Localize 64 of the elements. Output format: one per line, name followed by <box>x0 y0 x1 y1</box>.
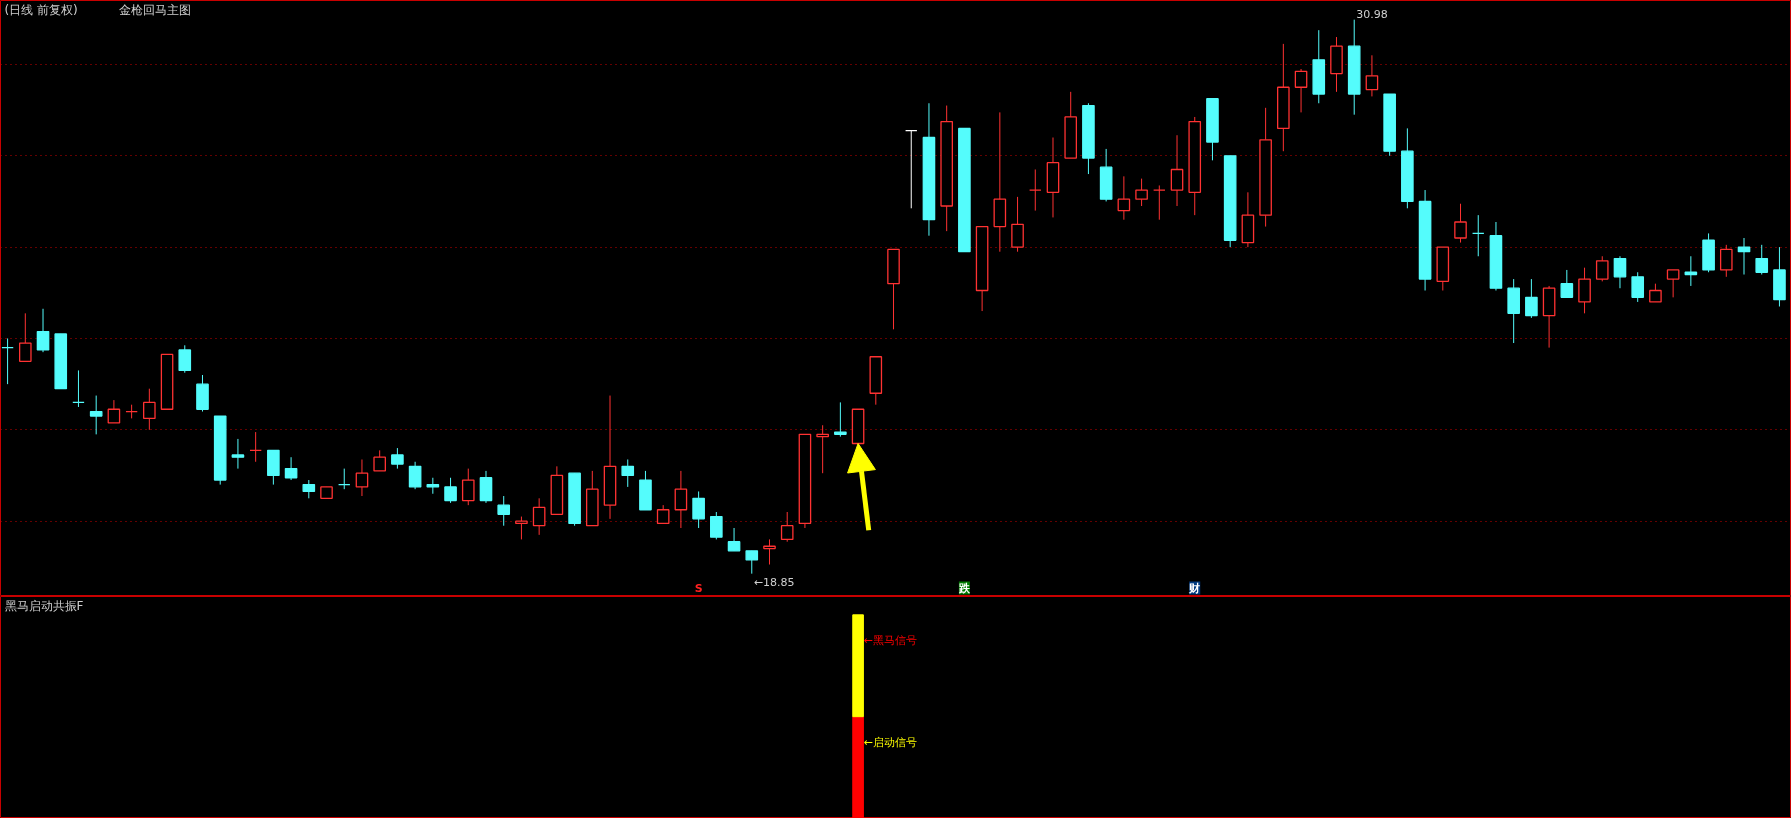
candlestick <box>231 438 245 470</box>
candlestick <box>249 431 262 463</box>
candlestick <box>674 470 688 529</box>
candlestick <box>1613 255 1627 289</box>
candlestick <box>337 468 351 490</box>
candlestick <box>904 130 918 209</box>
chart-subtitle: 金枪回马主图 <box>118 2 191 17</box>
candlestick <box>302 479 316 499</box>
candlestick <box>532 497 546 536</box>
candlestick <box>515 516 528 540</box>
annotation: S <box>694 581 703 595</box>
candlestick <box>143 388 156 431</box>
chart-title: (日线 前复权) <box>4 2 78 17</box>
annotation: 财 <box>1188 581 1201 595</box>
annotation: ←18.85 <box>753 575 795 589</box>
candlestick <box>1454 203 1467 244</box>
candlestick <box>1135 178 1148 207</box>
candlestick <box>1294 68 1308 113</box>
candlestick <box>834 401 847 438</box>
candlestick <box>710 511 723 540</box>
candlestick <box>408 461 422 490</box>
candlestick <box>178 344 192 374</box>
candlestick <box>355 458 369 497</box>
candlestick <box>1365 54 1379 97</box>
candlestick <box>1595 255 1609 282</box>
candlestick <box>727 527 741 552</box>
candlestick <box>1011 196 1024 253</box>
candlestick <box>1471 214 1485 257</box>
candlestick <box>497 495 511 527</box>
candlestick <box>1560 269 1574 299</box>
candlestick <box>479 470 493 504</box>
candlestick <box>692 490 705 529</box>
annotation: 30.98 <box>1356 7 1388 21</box>
series-label: ←黑马信号 <box>863 633 917 647</box>
candlestick <box>107 399 121 424</box>
candlestick <box>621 458 635 488</box>
candlestick <box>1666 269 1680 298</box>
candlestick <box>1578 267 1591 314</box>
candlestick <box>656 504 670 525</box>
candlestick <box>1525 278 1538 319</box>
candlestick <box>1737 237 1751 276</box>
candlestick <box>284 456 298 481</box>
candlestick <box>1631 271 1645 303</box>
candlestick <box>18 312 32 362</box>
candlestick <box>1719 244 1733 278</box>
chart-title: 黑马启动共振F <box>4 598 84 613</box>
candlestick <box>1170 134 1184 207</box>
series-label: ←启动信号 <box>863 735 917 749</box>
candlestick <box>72 369 85 408</box>
candlestick <box>1649 283 1662 303</box>
candlestick <box>461 468 475 506</box>
candlestick <box>89 395 103 435</box>
candlestick <box>444 477 457 504</box>
candlestick <box>780 511 794 543</box>
candlestick <box>1028 168 1042 212</box>
candlestick <box>1152 184 1166 221</box>
candlestick <box>1117 175 1131 221</box>
candlestick <box>373 449 386 472</box>
annotation: 跌 <box>957 581 971 595</box>
candlestick <box>745 550 759 575</box>
candlestick <box>36 308 50 353</box>
candlestick <box>1 337 14 385</box>
candlestick <box>1755 244 1769 276</box>
candlestick <box>391 447 404 470</box>
